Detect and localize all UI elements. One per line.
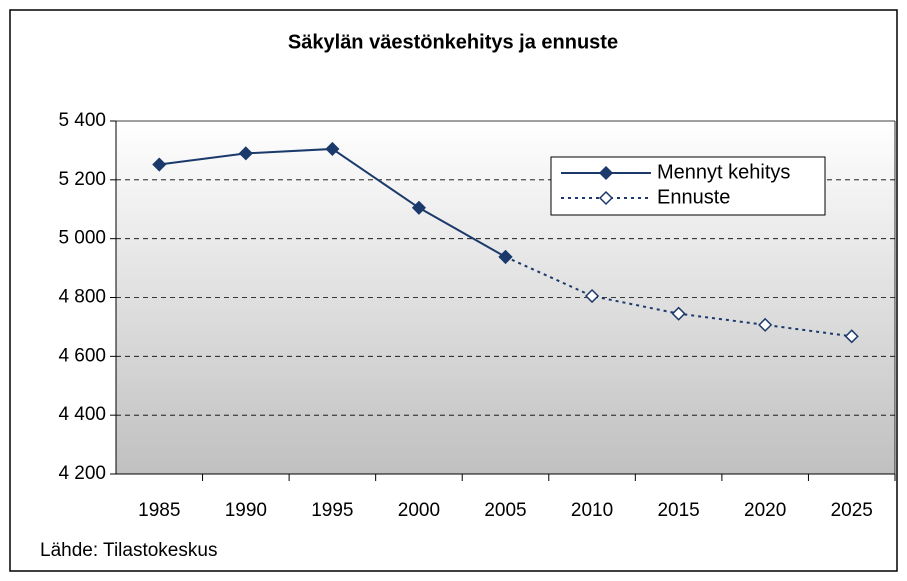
- x-tick-label: 1995: [311, 500, 353, 521]
- x-tick-label: 2005: [484, 500, 526, 521]
- x-tick-label: 2020: [744, 500, 786, 521]
- data-point: [498, 249, 513, 264]
- data-point: [325, 141, 340, 157]
- y-tick-label: 5 200: [58, 169, 106, 190]
- legend-label: Mennyt kehitys: [657, 161, 790, 183]
- legend-box: [550, 156, 826, 216]
- x-tick-label: 2025: [831, 500, 873, 521]
- data-point: [671, 306, 686, 321]
- x-tick-label: 1990: [225, 500, 267, 521]
- x-tick-label: 2015: [657, 500, 699, 521]
- data-point: [152, 157, 167, 172]
- legend-label: Ennuste: [657, 186, 730, 208]
- source-note: Lähde: Tilastokeskus: [40, 540, 217, 561]
- y-tick-label: 4 800: [58, 287, 106, 308]
- x-tick-label: 2000: [398, 500, 440, 521]
- y-tick-label: 4 400: [58, 404, 106, 425]
- y-tick-label: 4 200: [58, 463, 106, 484]
- y-tick-label: 5 400: [58, 110, 106, 131]
- data-point: [844, 329, 859, 344]
- legend-marker: [598, 190, 614, 206]
- chart-title: Säkylän väestönkehitys ja ennuste: [288, 31, 618, 53]
- data-point: [584, 288, 600, 304]
- x-tick-label: 1985: [138, 500, 180, 521]
- y-tick-label: 5 000: [58, 228, 106, 249]
- data-point: [411, 200, 427, 215]
- data-point: [238, 146, 253, 161]
- legend-marker: [598, 165, 614, 181]
- x-tick-label: 2010: [571, 500, 613, 521]
- data-point: [758, 317, 773, 332]
- y-tick-label: 4 600: [58, 345, 106, 366]
